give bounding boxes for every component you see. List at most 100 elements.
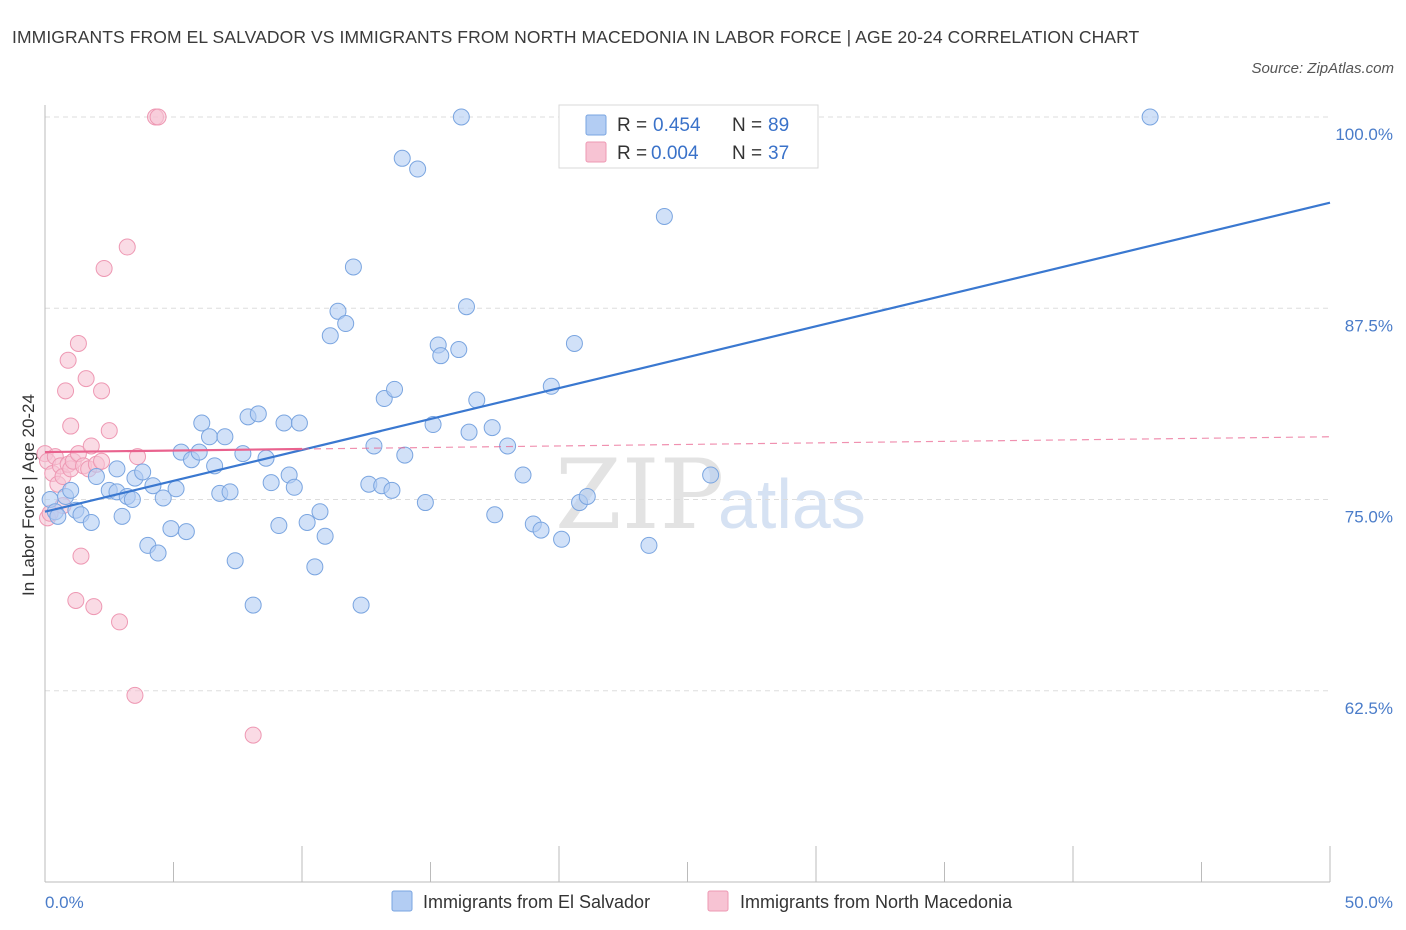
el-salvador-point — [514, 466, 532, 484]
el-salvador-point — [337, 315, 355, 333]
el-salvador-point — [316, 527, 334, 545]
el-salvador-point — [432, 347, 450, 365]
north-macedonia-point — [129, 448, 147, 466]
north-macedonia-point — [77, 370, 95, 388]
north-macedonia-point — [85, 598, 103, 616]
el-salvador-point — [565, 334, 583, 352]
chart-title: IMMIGRANTS FROM EL SALVADOR VS IMMIGRANT… — [12, 27, 1140, 47]
legend-n-label-pink: N = — [732, 143, 762, 164]
y-tick-label: 62.5% — [1345, 699, 1393, 718]
el-salvador-point — [221, 483, 239, 501]
el-salvador-point — [386, 380, 404, 398]
el-salvador-point — [396, 446, 414, 464]
el-salvador-point — [311, 503, 329, 521]
el-salvador-point — [383, 481, 401, 499]
el-salvador-point — [123, 491, 141, 508]
north-macedonia-point — [126, 686, 144, 704]
el-salvador-point — [416, 494, 434, 512]
legend-box: R = 0.454 N = 89 R = 0.004 N = 37 — [558, 104, 819, 169]
north-macedonia-point — [72, 547, 90, 565]
north-macedonia-trend-extension — [301, 436, 1331, 450]
el-salvador-point — [321, 327, 339, 345]
el-salvador-point — [190, 443, 208, 461]
el-salvador-point — [457, 298, 475, 316]
north-macedonia-trend-line — [44, 447, 303, 454]
el-salvador-point — [532, 521, 550, 539]
el-salvador-point — [200, 428, 218, 446]
el-salvador-point — [655, 207, 673, 225]
y-tick-labels: 100.0% 87.5% 75.0% 62.5% — [1335, 125, 1393, 718]
data-points — [36, 108, 1159, 744]
north-macedonia-point — [82, 437, 100, 455]
x-tick-labels: 0.0% 50.0% — [45, 893, 1393, 912]
north-macedonia-point — [57, 382, 75, 400]
el-salvador-point — [177, 523, 195, 541]
north-macedonia-point — [67, 591, 85, 609]
north-macedonia-point — [59, 351, 77, 369]
el-salvador-point — [393, 149, 411, 167]
y-tick-label: 100.0% — [1335, 125, 1393, 144]
north-macedonia-point — [149, 108, 167, 126]
north-macedonia-point — [100, 422, 118, 440]
el-salvador-point — [244, 596, 262, 614]
grid-lines — [45, 116, 1330, 692]
el-salvador-point — [82, 513, 100, 531]
legend-r-label-pink: R = — [617, 143, 647, 164]
el-salvador-point — [499, 437, 517, 455]
bottom-legend-label-blue: Immigrants from El Salvador — [423, 892, 650, 912]
north-macedonia-point — [111, 613, 129, 631]
el-salvador-point — [450, 341, 468, 359]
el-salvador-point — [702, 466, 720, 484]
legend-n-value-blue: 89 — [768, 115, 789, 136]
el-salvador-point — [578, 487, 596, 505]
legend-r-value-blue: 0.454 — [653, 115, 701, 136]
el-salvador-point — [270, 517, 288, 535]
north-macedonia-point — [93, 382, 111, 400]
el-salvador-point — [275, 414, 293, 432]
north-macedonia-point — [118, 238, 136, 256]
el-salvador-trend-line — [44, 201, 1331, 513]
el-salvador-point — [226, 552, 244, 570]
y-axis-label: In Labor Force | Age 20-24 — [19, 394, 38, 596]
watermark-atlas: atlas — [718, 465, 866, 543]
el-salvador-point — [460, 423, 478, 441]
el-salvador-point — [1141, 108, 1159, 126]
north-macedonia-point — [93, 452, 111, 470]
el-salvador-point — [483, 419, 501, 437]
el-salvador-point — [262, 474, 280, 492]
legend-swatch-pink — [585, 141, 607, 163]
legend-n-label-blue: N = — [732, 115, 762, 136]
el-salvador-point — [306, 558, 324, 576]
bottom-legend-swatch-blue — [391, 890, 413, 912]
trend-lines — [44, 201, 1331, 513]
el-salvador-point — [640, 536, 658, 554]
north-macedonia-point — [244, 726, 262, 744]
el-salvador-point — [298, 513, 316, 531]
el-salvador-point — [344, 258, 362, 276]
el-salvador-point — [452, 108, 470, 126]
el-salvador-point — [167, 480, 185, 498]
el-salvador-point — [162, 520, 180, 538]
el-salvador-point — [486, 506, 504, 524]
el-salvador-point — [409, 160, 427, 178]
el-salvador-point — [193, 414, 211, 432]
el-salvador-point — [62, 481, 80, 499]
x-tick-label: 0.0% — [45, 893, 84, 912]
el-salvador-point — [424, 416, 442, 434]
y-tick-label: 87.5% — [1345, 316, 1393, 335]
el-salvador-point — [87, 468, 105, 486]
north-macedonia-point — [95, 259, 113, 277]
el-salvador-point — [553, 530, 571, 548]
legend-r-value-pink: 0.004 — [651, 143, 699, 164]
legend-n-value-pink: 37 — [768, 143, 789, 164]
north-macedonia-point — [62, 417, 80, 435]
el-salvador-point — [249, 405, 267, 423]
el-salvador-point — [154, 489, 172, 507]
el-salvador-point — [113, 507, 131, 525]
el-salvador-point — [108, 460, 126, 478]
legend-r-label-blue: R = — [617, 115, 647, 136]
el-salvador-point — [290, 414, 308, 432]
el-salvador-point — [285, 478, 303, 496]
bottom-legend-label-pink: Immigrants from North Macedonia — [740, 892, 1013, 912]
